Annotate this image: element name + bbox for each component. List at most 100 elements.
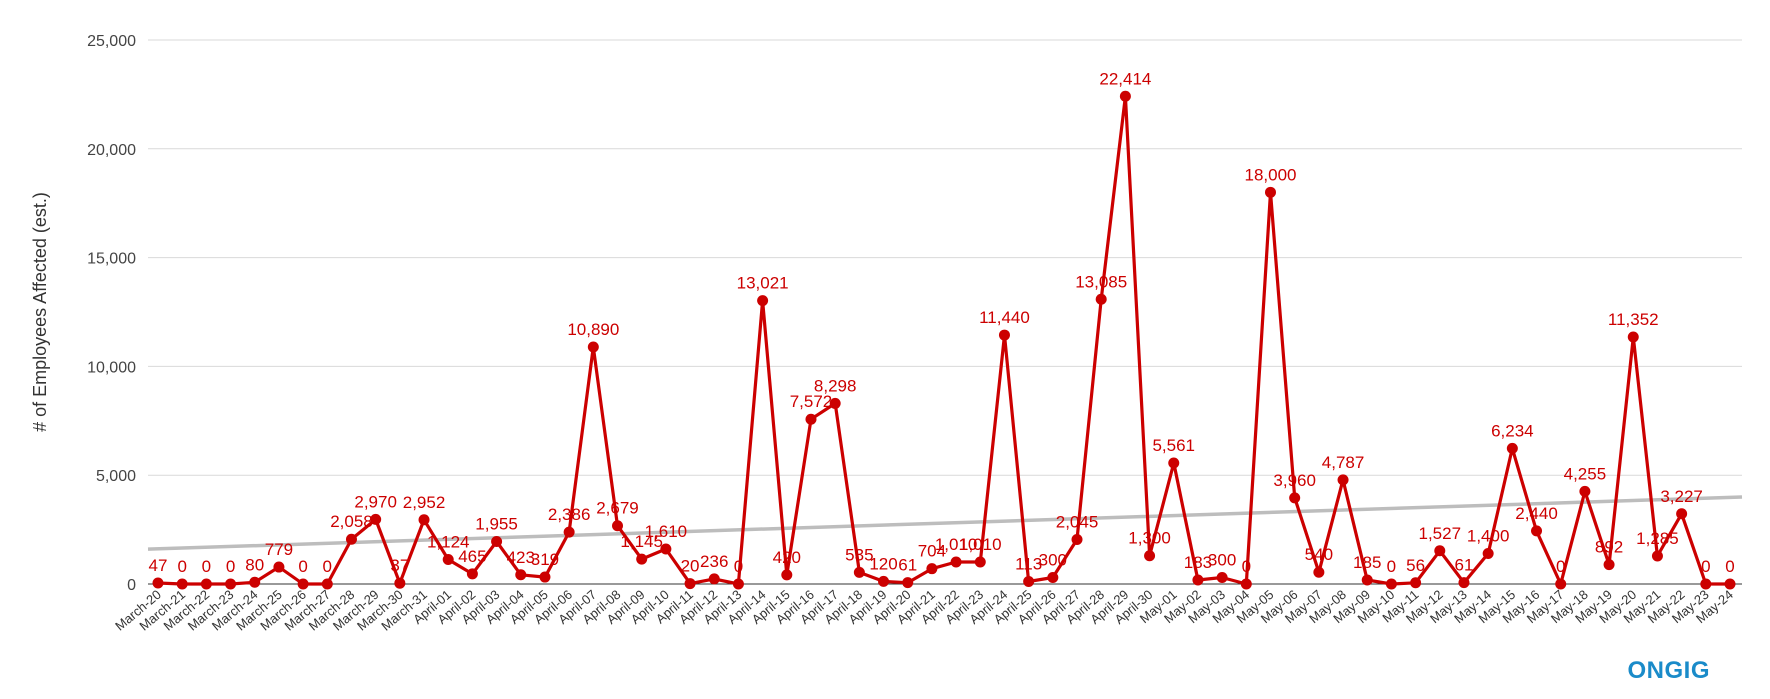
data-label: 10,890: [567, 320, 619, 339]
data-point: [732, 578, 744, 590]
data-label: 2,679: [596, 499, 639, 518]
y-tick-label: 25,000: [87, 33, 136, 50]
data-point: [1264, 186, 1276, 198]
data-point: [902, 577, 914, 589]
data-label: 420: [773, 548, 801, 567]
data-point: [152, 577, 164, 589]
y-tick-label: 20,000: [87, 142, 136, 159]
data-label: 0: [202, 557, 211, 576]
data-label: 0: [1701, 557, 1710, 576]
data-point: [1385, 578, 1397, 590]
data-label: 7,572: [790, 392, 833, 411]
data-label: 37: [390, 556, 409, 575]
data-label: 1,010: [935, 535, 978, 554]
data-point: [1627, 331, 1639, 343]
data-label: 1,955: [475, 514, 518, 533]
data-point: [1216, 571, 1228, 583]
data-label: 1,124: [427, 533, 470, 552]
data-point: [1192, 574, 1204, 586]
data-label: 120: [869, 554, 897, 573]
ongig-logo: ONGIG: [1627, 657, 1710, 684]
data-point: [805, 413, 817, 425]
data-point: [757, 295, 769, 307]
data-point: [491, 535, 503, 547]
data-label: 3,227: [1660, 487, 1703, 506]
data-point: [176, 578, 188, 590]
data-label: 20: [681, 557, 700, 576]
data-label: 236: [700, 552, 728, 571]
data-label: 300: [1039, 550, 1067, 569]
data-label: 13,021: [737, 274, 789, 293]
data-label: 61: [1455, 556, 1474, 575]
data-point: [1458, 577, 1470, 589]
data-label: 0: [1725, 557, 1734, 576]
data-label: 0: [226, 557, 235, 576]
y-tick-label: 10,000: [87, 359, 136, 376]
data-label: 3,960: [1273, 471, 1316, 490]
data-label: 0: [323, 557, 332, 576]
data-label: 0: [1242, 557, 1251, 576]
data-label: 47: [149, 556, 168, 575]
data-point: [1506, 442, 1518, 454]
data-point: [1555, 578, 1567, 590]
y-tick-label: 5,000: [96, 468, 136, 485]
data-point: [539, 571, 551, 583]
data-point: [781, 569, 793, 581]
data-label: 113: [1015, 555, 1042, 574]
data-point: [297, 578, 309, 590]
data-label: 0: [298, 557, 307, 576]
data-label: 1,610: [645, 522, 688, 541]
data-label: 4,255: [1564, 464, 1607, 483]
data-label: 1,010: [959, 535, 1002, 554]
data-point: [1313, 566, 1325, 578]
data-label: 61: [898, 556, 917, 575]
data-label: 0: [177, 557, 186, 576]
x-axis-ticks: March-20March-21March-22March-23March-24…: [112, 587, 1736, 634]
data-label: 0: [1556, 557, 1565, 576]
data-point: [442, 554, 454, 566]
data-label: 13,085: [1075, 272, 1127, 291]
data-point: [1071, 534, 1083, 546]
data-point: [998, 329, 1010, 341]
data-point: [829, 397, 841, 409]
data-point: [974, 556, 986, 568]
data-point: [853, 566, 865, 578]
series-path: [157, 94, 1730, 586]
data-point: [636, 553, 648, 565]
data-label: 1,300: [1128, 529, 1171, 548]
data-label: 80: [245, 555, 264, 574]
data-label: 56: [1406, 556, 1425, 575]
data-point: [612, 520, 624, 532]
data-label: 300: [1208, 550, 1236, 569]
data-point: [1531, 525, 1543, 537]
data-point: [587, 341, 599, 353]
data-label: 0: [734, 557, 743, 576]
data-point: [708, 573, 720, 585]
data-point: [1119, 90, 1131, 102]
data-label: 779: [265, 540, 293, 559]
data-label: 319: [531, 550, 559, 569]
data-point: [515, 569, 527, 581]
data-label: 6,234: [1491, 421, 1534, 440]
data-point: [225, 578, 237, 590]
data-point: [1095, 293, 1107, 305]
data-point: [1603, 559, 1615, 571]
y-tick-label: 0: [127, 577, 136, 594]
trendline: [147, 495, 1743, 551]
data-label: 535: [845, 545, 873, 564]
data-point: [1047, 571, 1059, 583]
data-point: [878, 575, 890, 587]
data-point: [1651, 550, 1663, 562]
data-point: [1482, 548, 1494, 560]
y-axis-ticks: 0 5,000 10,000 15,000 20,000 25,000: [87, 33, 136, 594]
gridlines: [148, 39, 1742, 585]
data-point: [563, 526, 575, 538]
data-point: [1240, 578, 1252, 590]
data-point: [273, 561, 285, 573]
data-label: 2,952: [403, 493, 446, 512]
data-label: 5,561: [1152, 436, 1195, 455]
data-point: [394, 577, 406, 589]
data-label: 183: [1184, 553, 1212, 572]
series-line: [157, 94, 1730, 586]
